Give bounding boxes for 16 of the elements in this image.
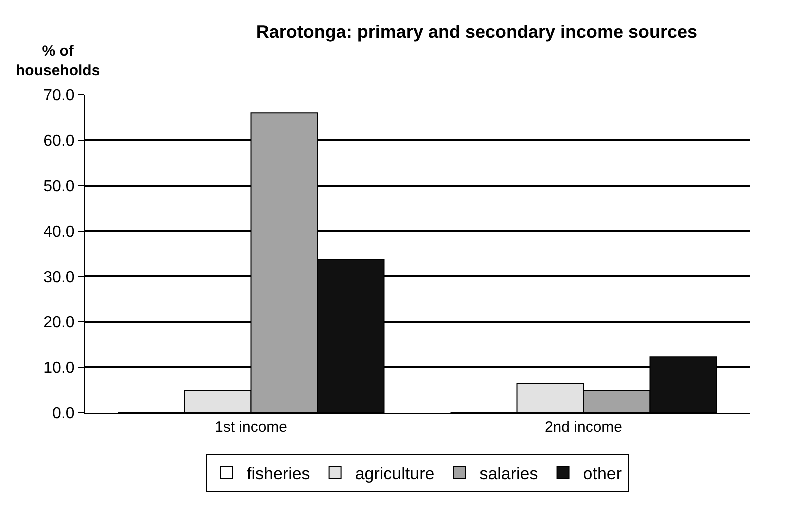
x-tick-label: 1st income <box>214 419 288 436</box>
legend-label: other <box>583 464 622 484</box>
y-axis-title: % of households <box>16 43 100 80</box>
y-tick-label: 60.0 <box>44 133 75 150</box>
legend-label: agriculture <box>355 464 435 484</box>
y-tick-label: 40.0 <box>44 224 75 241</box>
legend-label: fisheries <box>247 464 310 484</box>
y-tick-label: 20.0 <box>44 314 75 332</box>
x-tick-label: 2nd income <box>544 419 623 436</box>
y-tick-label: 0.0 <box>52 406 75 423</box>
y-tick-label: 70.0 <box>44 88 75 105</box>
legend-label: salaries <box>480 464 538 484</box>
y-tick-label: 30.0 <box>44 269 75 286</box>
y-tick-label: 10.0 <box>44 360 75 378</box>
y-tick-label: 50.0 <box>44 178 75 196</box>
chart-title: Rarotonga: primary and secondary income sources <box>256 22 698 42</box>
